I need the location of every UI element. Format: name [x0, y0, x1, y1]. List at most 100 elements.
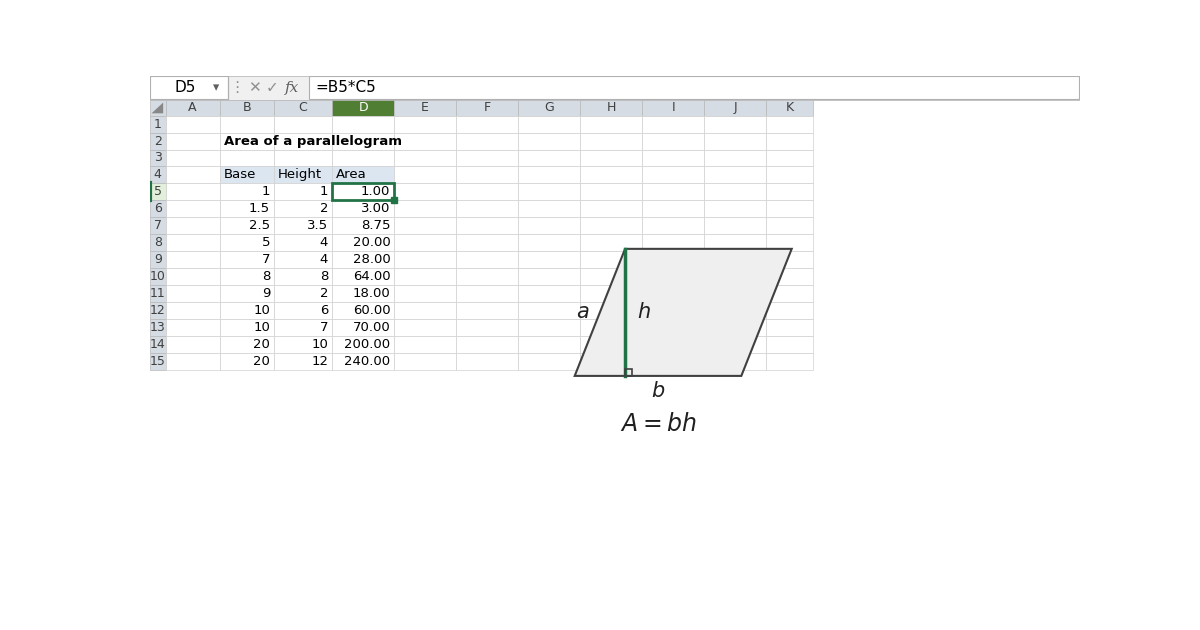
- Bar: [518, 183, 580, 200]
- Text: 4: 4: [154, 168, 162, 181]
- Bar: [518, 166, 580, 183]
- Bar: [166, 166, 220, 183]
- Text: b: b: [652, 381, 665, 401]
- Text: 20: 20: [253, 338, 270, 351]
- Bar: [166, 285, 220, 302]
- Bar: [220, 353, 274, 370]
- Text: 28.00: 28.00: [353, 253, 390, 266]
- Text: Height: Height: [278, 168, 322, 181]
- Bar: [704, 319, 766, 336]
- Text: E: E: [421, 101, 430, 115]
- Bar: [580, 234, 642, 251]
- Bar: [274, 116, 332, 132]
- Bar: [518, 116, 580, 132]
- Bar: [580, 302, 642, 319]
- Bar: [394, 353, 456, 370]
- Bar: [704, 353, 766, 370]
- Bar: [150, 353, 166, 370]
- Bar: [704, 285, 766, 302]
- Text: 4: 4: [320, 236, 329, 249]
- Text: 1: 1: [319, 185, 329, 198]
- Text: ▾: ▾: [212, 81, 220, 94]
- Bar: [394, 100, 456, 116]
- Bar: [456, 353, 518, 370]
- Bar: [456, 132, 518, 149]
- Text: 60.00: 60.00: [353, 304, 390, 317]
- Bar: [704, 100, 766, 116]
- Bar: [150, 116, 166, 132]
- Bar: [642, 100, 704, 116]
- Bar: [456, 166, 518, 183]
- Text: 8: 8: [320, 270, 329, 283]
- Text: a: a: [576, 302, 589, 323]
- Text: =B5*C5: =B5*C5: [316, 81, 376, 95]
- Bar: [642, 132, 704, 149]
- Bar: [220, 166, 274, 183]
- Bar: [274, 234, 332, 251]
- Bar: [166, 200, 220, 217]
- Bar: [166, 302, 220, 319]
- Bar: [518, 353, 580, 370]
- Text: 7: 7: [154, 219, 162, 232]
- Bar: [394, 251, 456, 268]
- Bar: [394, 166, 456, 183]
- Bar: [394, 149, 456, 166]
- Bar: [332, 116, 394, 132]
- Text: I: I: [671, 101, 674, 115]
- Bar: [166, 100, 220, 116]
- Bar: [274, 166, 332, 183]
- Text: 5: 5: [262, 236, 270, 249]
- Bar: [456, 251, 518, 268]
- Bar: [456, 116, 518, 132]
- Bar: [625, 369, 632, 376]
- Bar: [456, 100, 518, 116]
- Bar: [150, 302, 166, 319]
- Text: 64.00: 64.00: [353, 270, 390, 283]
- Bar: [274, 183, 332, 200]
- Bar: [456, 200, 518, 217]
- Bar: [580, 149, 642, 166]
- Text: 9: 9: [262, 287, 270, 300]
- Bar: [274, 132, 332, 149]
- Bar: [332, 183, 394, 200]
- Bar: [332, 302, 394, 319]
- Bar: [332, 268, 394, 285]
- Bar: [704, 149, 766, 166]
- Bar: [394, 336, 456, 353]
- Text: 1: 1: [154, 118, 162, 130]
- Bar: [394, 234, 456, 251]
- Text: 14: 14: [150, 338, 166, 351]
- Bar: [150, 217, 166, 234]
- Bar: [766, 319, 812, 336]
- Bar: [456, 268, 518, 285]
- Bar: [766, 353, 812, 370]
- Bar: [394, 319, 456, 336]
- Bar: [642, 285, 704, 302]
- Bar: [220, 200, 274, 217]
- Bar: [332, 285, 394, 302]
- Bar: [456, 302, 518, 319]
- Bar: [766, 116, 812, 132]
- Bar: [274, 268, 332, 285]
- Bar: [332, 217, 394, 234]
- Bar: [642, 234, 704, 251]
- Text: ⋮: ⋮: [229, 81, 245, 95]
- Bar: [150, 76, 1080, 100]
- Text: 6: 6: [320, 304, 329, 317]
- Text: ✕: ✕: [248, 81, 262, 95]
- Polygon shape: [575, 249, 792, 376]
- Text: Area of a parallelogram: Area of a parallelogram: [223, 135, 402, 147]
- Text: 200.00: 200.00: [344, 338, 390, 351]
- Bar: [166, 234, 220, 251]
- Text: 7: 7: [319, 321, 329, 334]
- Bar: [220, 234, 274, 251]
- Bar: [394, 183, 456, 200]
- Bar: [394, 285, 456, 302]
- Bar: [580, 353, 642, 370]
- Bar: [150, 336, 166, 353]
- Text: 8.75: 8.75: [361, 219, 390, 232]
- Bar: [580, 336, 642, 353]
- Bar: [150, 149, 166, 166]
- Text: fx: fx: [284, 81, 299, 95]
- Text: 20.00: 20.00: [353, 236, 390, 249]
